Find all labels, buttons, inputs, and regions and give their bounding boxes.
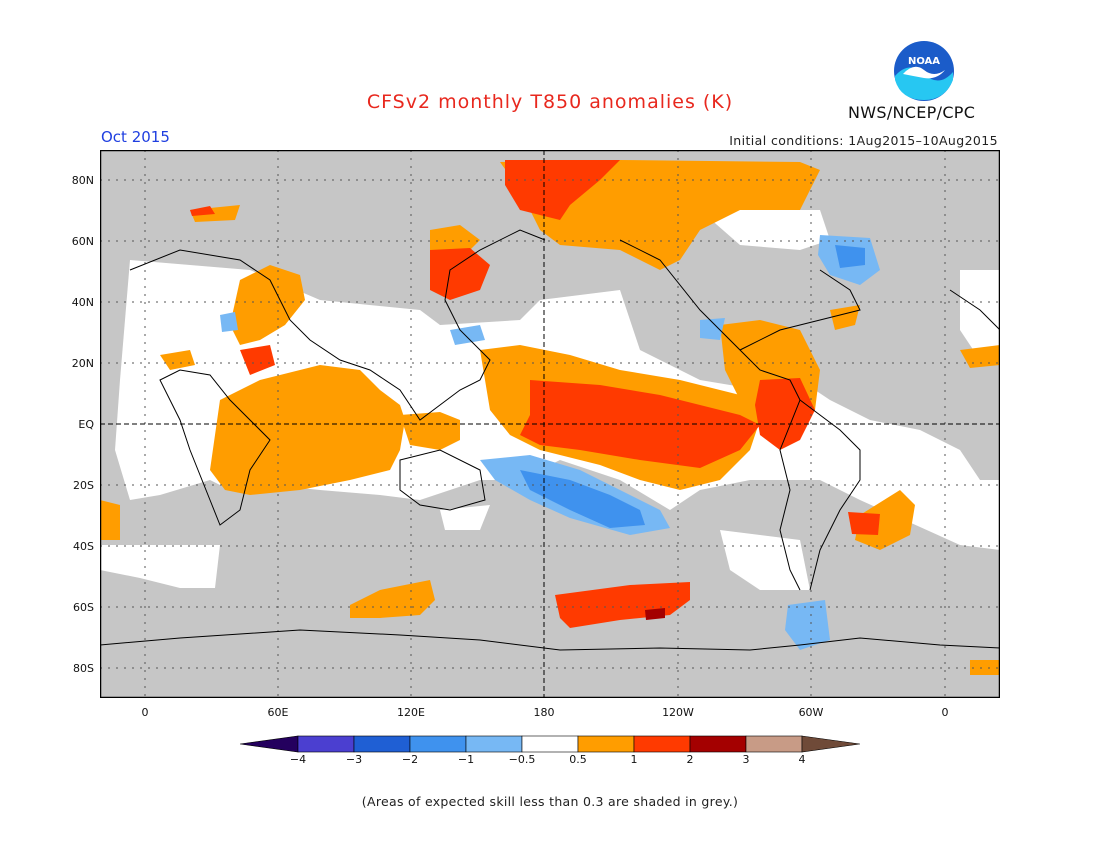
lat-label: 80N	[71, 174, 94, 187]
lat-label: 20N	[71, 357, 94, 370]
lon-label: 60W	[798, 706, 824, 719]
lon-label: 120W	[662, 706, 694, 719]
organization-label: NWS/NCEP/CPC	[848, 103, 976, 122]
colorbar-lower-arrow	[240, 735, 299, 753]
lon-label: 0	[941, 706, 949, 719]
colorbar-label: 1	[630, 753, 638, 766]
colorbar-label: −0.5	[508, 753, 536, 766]
lon-label: 120E	[397, 706, 425, 719]
colorbar-cell	[521, 735, 579, 753]
colorbar-label: −3	[345, 753, 363, 766]
map-gridlines	[100, 150, 1000, 698]
chart-title: CFSv2 monthly T850 anomalies (K)	[366, 91, 734, 113]
lat-label: EQ	[78, 418, 94, 431]
coast-australia	[399, 449, 486, 511]
lat-label: 20S	[73, 479, 94, 492]
anomaly-minus2-to-minus1	[520, 245, 865, 528]
target-month-label: Oct 2015	[101, 128, 170, 146]
coast-antarctica	[100, 629, 1000, 651]
colorbar-label: −2	[401, 753, 419, 766]
colorbar-cell	[353, 735, 411, 753]
anomaly-map	[100, 150, 1000, 698]
colorbar-cell	[745, 735, 803, 753]
lon-label: 60E	[267, 706, 289, 719]
lon-label: 0	[141, 706, 149, 719]
lat-label: 60N	[71, 235, 94, 248]
colorbar	[240, 735, 860, 753]
lon-label: 180	[533, 706, 555, 719]
anomaly-2-to-3	[645, 608, 665, 620]
lat-label: 40S	[73, 540, 94, 553]
lat-label: 60S	[73, 601, 94, 614]
colorbar-label: 2	[686, 753, 694, 766]
lat-label: 40N	[71, 296, 94, 309]
coast-south-america-east	[799, 399, 861, 591]
coast-americas-west	[619, 239, 801, 591]
colorbar-label: −1	[457, 753, 475, 766]
noaa-logo-icon: NOAA	[894, 41, 954, 101]
logo-text: NOAA	[908, 56, 940, 67]
colorbar-cell	[577, 735, 635, 753]
colorbar-cell	[465, 735, 523, 753]
coast-eurasia-south	[129, 229, 546, 421]
lat-label: 80S	[73, 662, 94, 675]
colorbar-label: 4	[798, 753, 806, 766]
coast-europe	[949, 289, 1000, 331]
coastlines	[100, 229, 1000, 651]
colorbar-cell	[689, 735, 747, 753]
colorbar-cell	[633, 735, 691, 753]
skill-footnote: (Areas of expected skill less than 0.3 a…	[361, 794, 739, 809]
coast-north-america-east	[739, 269, 861, 351]
colorbar-upper-arrow	[801, 735, 860, 753]
map-frame	[100, 150, 1000, 698]
colorbar-label: 0.5	[569, 753, 587, 766]
colorbar-cell	[297, 735, 355, 753]
initial-conditions-label: Initial conditions: 1Aug2015–10Aug2015	[729, 133, 998, 148]
equator-dateline	[100, 150, 1000, 698]
colorbar-label: −4	[289, 753, 307, 766]
colorbar-cell	[409, 735, 467, 753]
coast-africa	[159, 369, 271, 526]
colorbar-label: 3	[742, 753, 750, 766]
